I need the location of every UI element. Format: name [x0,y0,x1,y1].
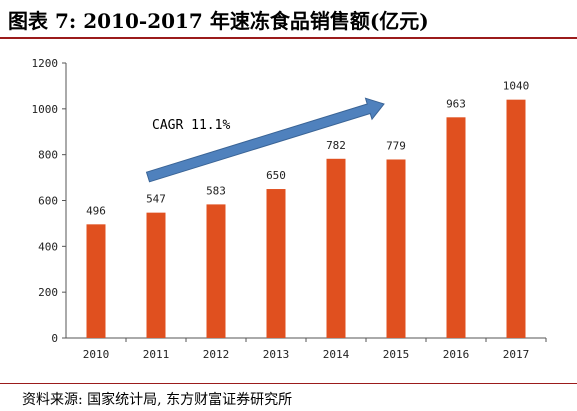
data-label: 1040 [503,80,530,93]
data-label: 782 [326,139,346,152]
x-tick-label: 2017 [503,348,530,361]
bar [386,159,406,338]
data-label: 496 [86,204,106,217]
bar [146,212,166,338]
bar [506,99,526,338]
y-tick-label: 0 [51,332,58,345]
cagr-label: CAGR 11.1% [152,118,230,133]
x-tick-label: 2011 [143,348,170,361]
data-label: 650 [266,169,286,182]
bar [446,117,466,338]
bar [86,224,106,338]
data-label: 779 [386,139,406,152]
footer-divider [0,383,577,384]
y-tick-label: 800 [38,149,58,162]
source-note: 资料来源: 国家统计局, 东方财富证券研究所 [22,392,293,408]
y-tick-label: 1200 [32,57,59,70]
y-tick-label: 600 [38,195,58,208]
data-label: 963 [446,97,466,110]
bar-chart: 0 200 400 600 800 1000 1200 496 2010 547 2011 583 20… [32,57,547,361]
title-divider [0,37,577,39]
chart-title: 图表 7: 2010-2017 年速冻食品销售额(亿元) [8,9,429,33]
x-tick-label: 2015 [383,348,410,361]
bar [206,204,226,338]
x-tick-label: 2014 [323,348,350,361]
x-tick-label: 2016 [443,348,470,361]
x-tick-label: 2013 [263,348,290,361]
cagr-arrow [145,97,385,183]
y-tick-label: 200 [38,286,58,299]
data-label: 583 [206,184,226,197]
bar [326,158,346,338]
y-tick-label: 1000 [32,103,59,116]
data-label: 547 [146,193,166,206]
x-tick-label: 2012 [203,348,230,361]
x-tick-label: 2010 [83,348,110,361]
bar [266,189,286,338]
y-tick-label: 400 [38,240,58,253]
